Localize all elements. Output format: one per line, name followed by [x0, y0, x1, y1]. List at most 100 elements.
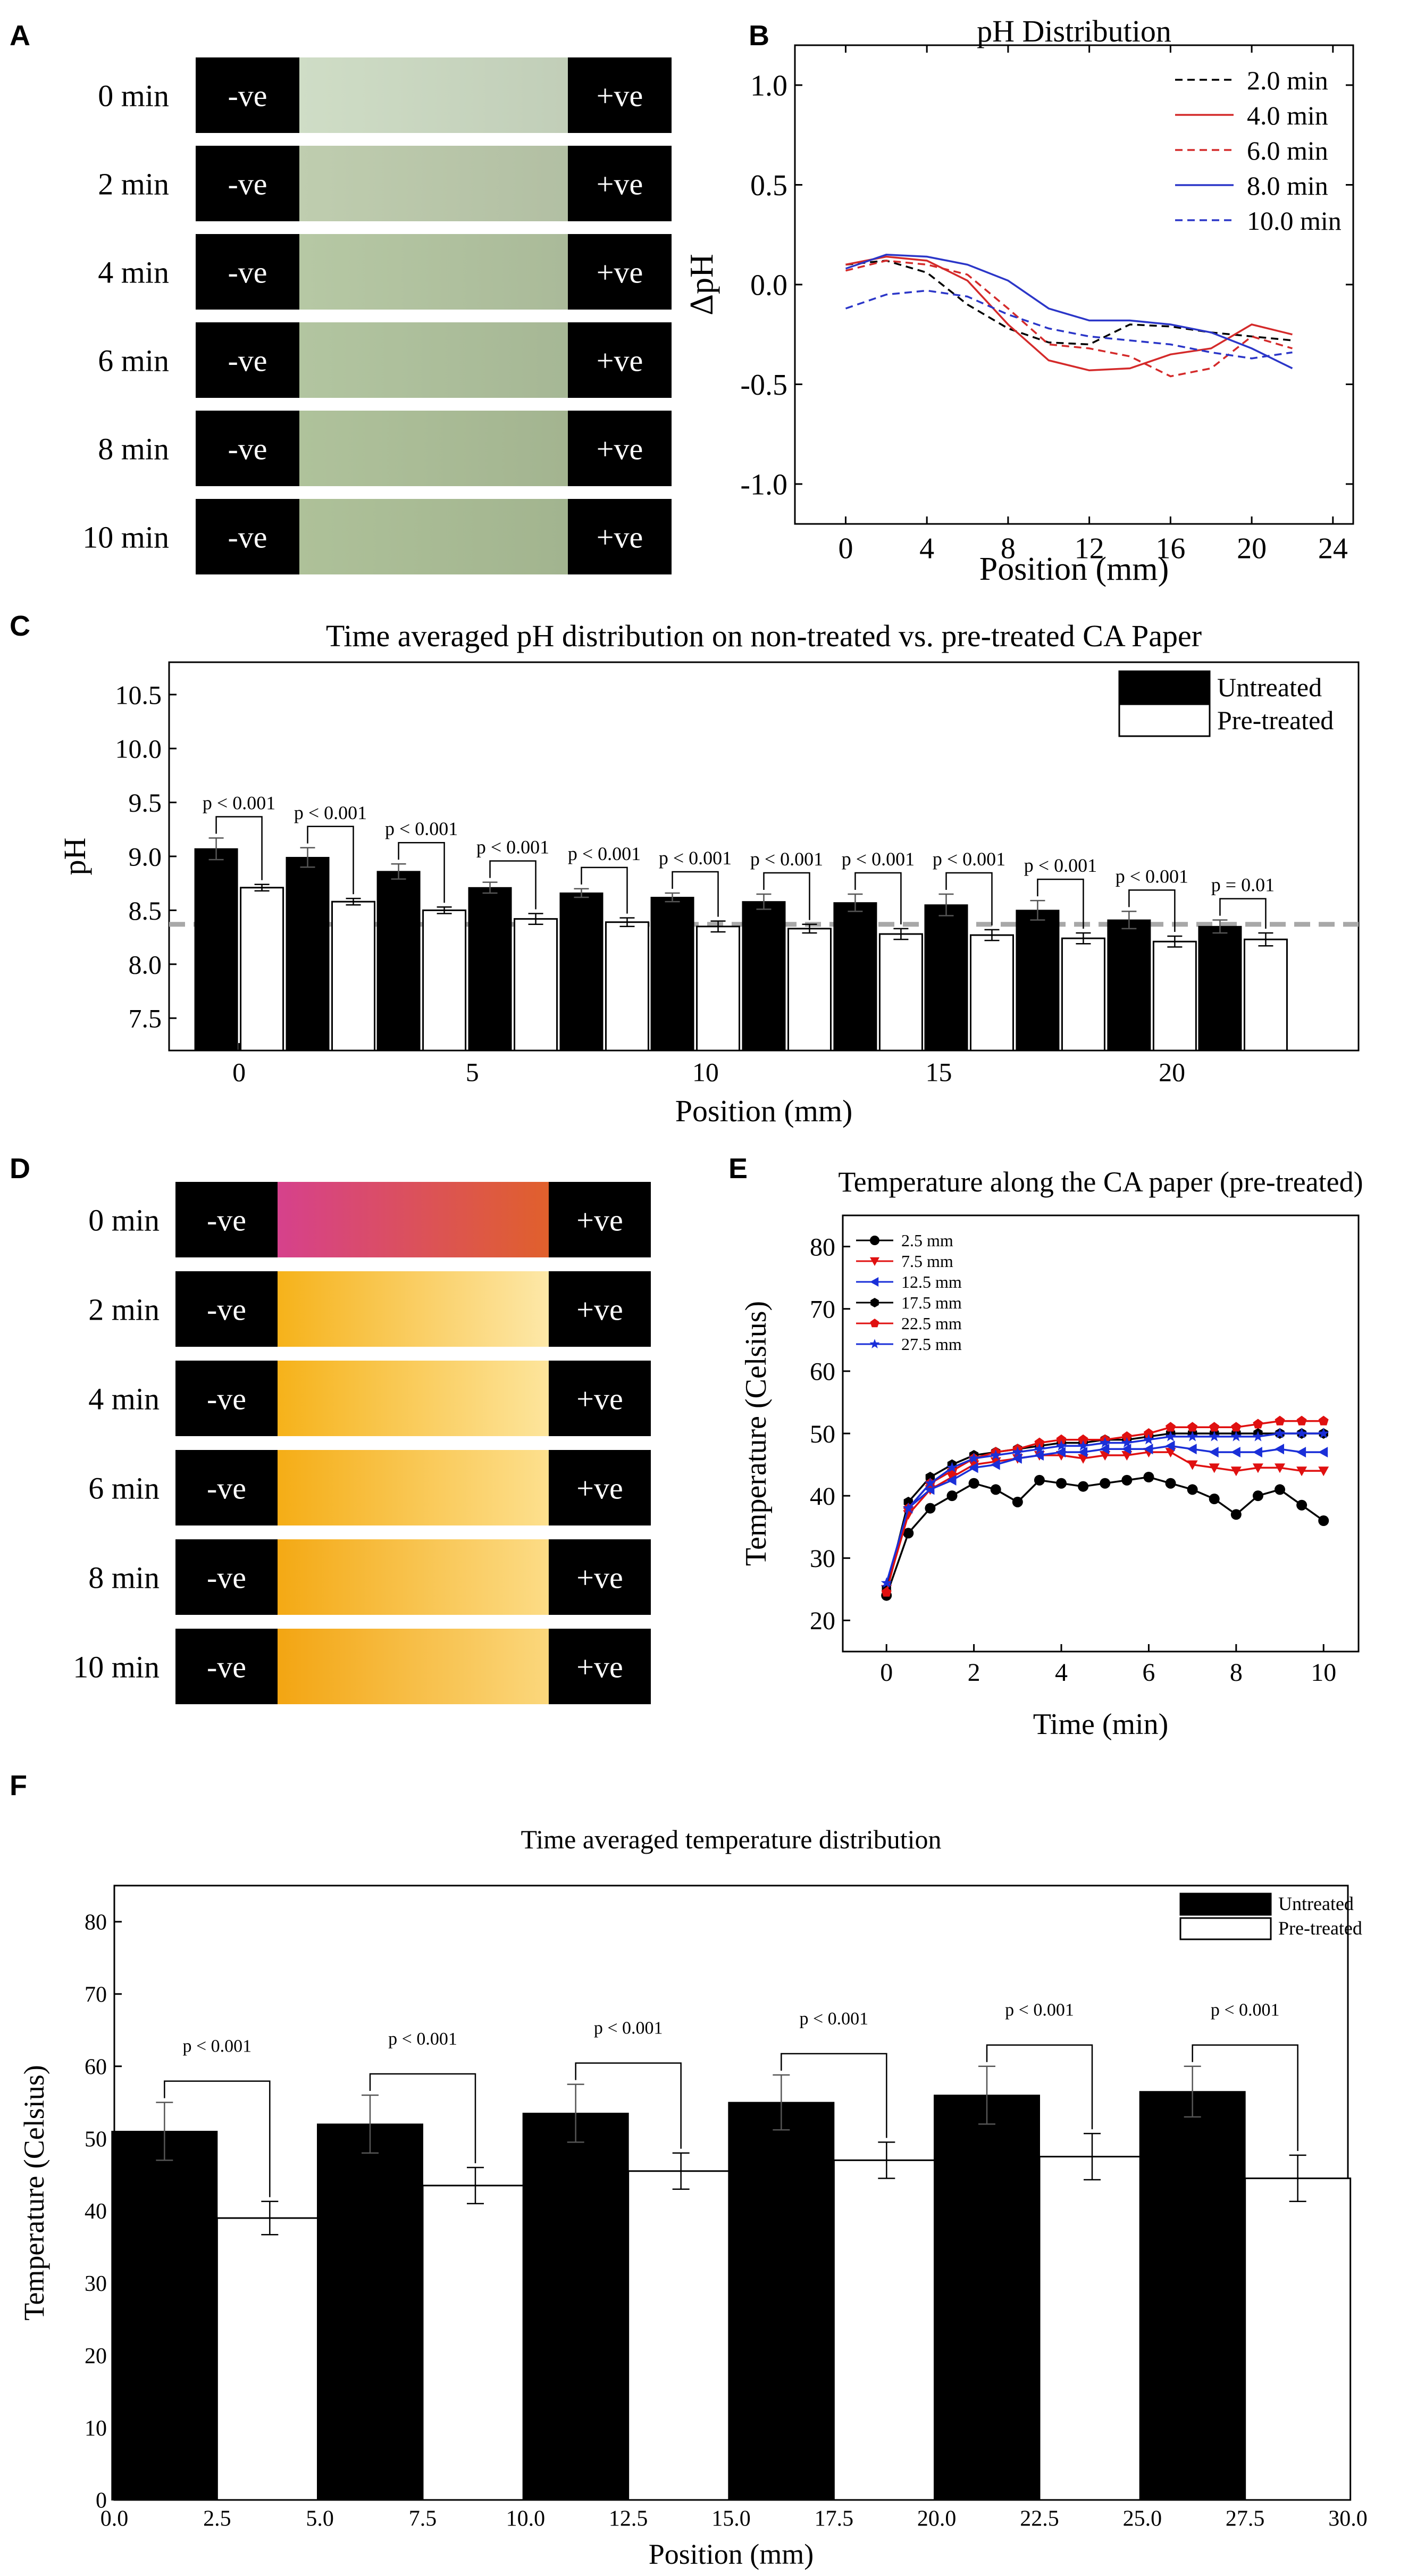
negative-label: -ve	[228, 343, 267, 378]
panel-c-chart: 7.5 8.0 8.5 9.0 9.5 10.0 10.5 0 5 10 15 20 Time aver…	[57, 619, 1360, 1128]
positive-label: +ve	[576, 1471, 623, 1505]
strip-time-label: 4 min	[88, 1381, 160, 1416]
data-point	[1230, 1447, 1240, 1458]
bar-untreated	[833, 902, 877, 1051]
legend-label: 17.5 mm	[901, 1293, 962, 1312]
data-point	[1187, 1460, 1198, 1470]
significance-bracket	[581, 866, 628, 914]
strip-time-label: 0 min	[98, 78, 169, 113]
bar-untreated	[317, 2123, 423, 2501]
y-tick-label: -1.0	[740, 469, 787, 502]
data-point	[990, 1484, 1001, 1495]
strip-row: 4 min -ve +ve	[98, 234, 672, 310]
significance-bracket	[781, 2053, 887, 2138]
series-line-4-0-min	[845, 255, 1293, 372]
significance-bracket	[1037, 878, 1084, 929]
x-tick-label: 5.0	[306, 2506, 334, 2531]
legend-label: 6.0 min	[1247, 136, 1328, 165]
paper-strip	[299, 234, 568, 310]
negative-electrode	[175, 1182, 278, 1257]
negative-label: -ve	[207, 1292, 246, 1327]
bar-pretreated	[1244, 2177, 1352, 2501]
bar-pretreated	[627, 2170, 735, 2501]
data-point	[1056, 1434, 1067, 1444]
x-tick-label: 20	[1159, 1057, 1185, 1087]
strip-row: 0 min -ve +ve	[88, 1182, 651, 1257]
negative-label: -ve	[207, 1381, 246, 1416]
bar-pretreated	[331, 901, 376, 1052]
data-point	[1165, 1440, 1175, 1452]
data-point	[1034, 1474, 1045, 1486]
series-line-2-0-min	[845, 260, 1293, 346]
data-point	[946, 1462, 958, 1473]
data-point	[925, 1503, 936, 1514]
y-tick-label: 40	[810, 1482, 835, 1511]
y-tick-label: 60	[810, 1358, 835, 1386]
significance-bracket	[986, 2044, 1093, 2130]
negative-electrode	[196, 411, 299, 486]
paper-strip	[278, 1271, 549, 1347]
y-tick-label: 70	[810, 1296, 835, 1324]
data-point	[1318, 1447, 1328, 1458]
bar-untreated	[468, 887, 512, 1051]
p-value-label: p < 0.001	[476, 837, 549, 858]
data-point	[1121, 1437, 1133, 1448]
y-tick-label: 30	[810, 1545, 835, 1573]
legend-label: Pre-treated	[1278, 1918, 1362, 1939]
negative-electrode	[196, 322, 299, 398]
strip-time-label: 6 min	[98, 343, 169, 378]
series-line-8-0-min	[845, 254, 1293, 370]
data-point	[968, 1462, 978, 1473]
data-point	[1143, 1433, 1154, 1445]
bar-untreated	[1139, 2091, 1246, 2500]
bar-untreated	[522, 2113, 629, 2500]
data-point	[1012, 1496, 1023, 1507]
negative-electrode	[196, 57, 299, 133]
data-point	[946, 1490, 958, 1502]
negative-label: -ve	[228, 431, 267, 466]
p-value-label: p < 0.001	[385, 818, 458, 839]
data-point	[1121, 1474, 1133, 1486]
positive-electrode	[549, 1271, 651, 1347]
p-value-label: p < 0.001	[1005, 2000, 1074, 2020]
panel-letter-c: C	[10, 610, 30, 642]
panel-letter-b: B	[749, 20, 769, 52]
chart-title: Temperature along the CA paper (pre-trea…	[838, 1166, 1363, 1198]
x-tick-label: 2.5	[203, 2506, 231, 2531]
strip-row: 8 min -ve +ve	[88, 1539, 651, 1615]
positive-label: +ve	[576, 1203, 623, 1237]
bar-untreated	[650, 897, 694, 1051]
y-tick-label: 0.0	[750, 269, 787, 302]
y-tick-label: 40	[85, 2199, 107, 2224]
panel-letter-f: F	[10, 1770, 27, 1802]
significance-bracket	[1219, 898, 1267, 929]
legend-label: Untreated	[1278, 1893, 1354, 1914]
x-tick-label: 20.0	[917, 2506, 957, 2531]
positive-electrode	[549, 1629, 651, 1704]
bar-untreated	[111, 2131, 218, 2500]
significance-bracket	[307, 826, 354, 895]
data-point	[1034, 1437, 1045, 1447]
strip-row: 4 min -ve +ve	[88, 1361, 651, 1436]
legend-label: Untreated	[1217, 672, 1322, 702]
data-point	[1318, 1415, 1329, 1425]
negative-electrode	[175, 1539, 278, 1615]
negative-label: -ve	[228, 78, 267, 113]
data-point	[1296, 1499, 1307, 1511]
x-tick-label: 0	[838, 532, 853, 565]
x-tick-label: 15.0	[711, 2506, 751, 2531]
data-point	[1209, 1463, 1220, 1473]
data-point	[881, 1577, 892, 1588]
x-tick-label: 12.5	[609, 2506, 648, 2531]
data-point	[1143, 1428, 1154, 1438]
y-tick-label: 8.0	[129, 949, 162, 979]
data-point	[881, 1587, 892, 1597]
data-point	[968, 1452, 980, 1463]
p-value-label: p < 0.001	[1116, 865, 1188, 887]
data-point	[968, 1478, 979, 1489]
data-point	[1209, 1494, 1220, 1504]
negative-electrode	[196, 499, 299, 574]
data-point	[1275, 1415, 1285, 1425]
data-point	[1143, 1444, 1153, 1455]
